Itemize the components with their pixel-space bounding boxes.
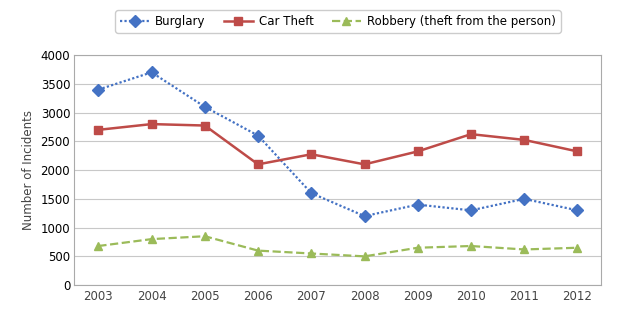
Y-axis label: Number of Incidents: Number of Incidents — [22, 110, 35, 230]
Legend: Burglary, Car Theft, Robbery (theft from the person): Burglary, Car Theft, Robbery (theft from… — [115, 10, 560, 33]
